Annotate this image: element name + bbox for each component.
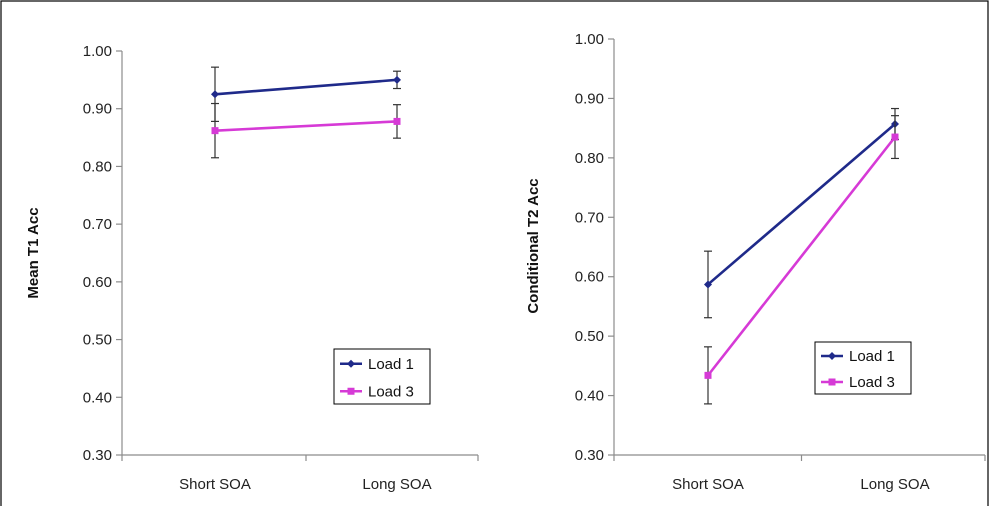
legend-marker (828, 378, 836, 386)
data-point (704, 371, 712, 379)
x-tick-label: Short SOA (179, 476, 251, 493)
legend-label: Load 1 (849, 348, 895, 365)
y-tick-label: 0.30 (83, 447, 112, 464)
legend-label: Load 3 (368, 383, 414, 400)
y-tick-label: 0.90 (83, 101, 112, 118)
y-axis-label: Mean T1 Acc (25, 207, 42, 298)
y-tick-label: 0.70 (83, 216, 112, 233)
y-tick-label: 0.80 (575, 150, 604, 167)
y-axis-label: Conditional T2 Acc (525, 178, 542, 313)
series-line-load-1 (707, 122, 896, 286)
data-point (704, 280, 712, 289)
chart-right: 0.30 0.40 0.50 0.60 0.70 0.80 0.90 1.00 Short SO… (525, 31, 986, 493)
data-point (891, 133, 899, 141)
y-tick-label: 0.50 (83, 332, 112, 349)
legend-box (814, 341, 912, 395)
legend-marker (828, 352, 836, 360)
data-point (393, 75, 401, 84)
y-tick-label: 0.70 (575, 209, 604, 226)
legend: Load 1 Load 3 (814, 341, 912, 395)
legend-marker (347, 387, 355, 395)
y-tick-label: 0.80 (83, 158, 112, 175)
legend-marker (347, 359, 355, 368)
series-line-load-3 (214, 120, 398, 132)
y-tick-label: 0.40 (83, 389, 112, 406)
series-line-load-1 (214, 78, 398, 96)
y-tick-label: 1.00 (575, 31, 604, 48)
series-line-load-3 (706, 136, 897, 377)
y-tick-label: 0.40 (575, 388, 604, 405)
y-tick-label: 0.60 (83, 274, 112, 291)
legend: Load 1 Load 3 (333, 348, 431, 405)
chart-left: 0.30 0.40 0.50 0.60 0.70 0.80 0.90 1.00 Short SO… (25, 43, 479, 493)
data-point (393, 117, 401, 125)
y-tick-label: 0.90 (575, 90, 604, 107)
y-tick-label: 0.50 (575, 328, 604, 345)
x-tick-label: Long SOA (860, 476, 929, 493)
x-tick-label: Long SOA (362, 476, 431, 493)
y-tick-label: 0.30 (575, 447, 604, 464)
data-point (211, 90, 219, 99)
y-tick-label: 0.60 (575, 269, 604, 286)
legend-label: Load 3 (849, 374, 895, 391)
y-tick-label: 1.00 (83, 43, 112, 60)
legend-box (333, 348, 431, 405)
data-point (211, 127, 219, 135)
legend-label: Load 1 (368, 356, 414, 373)
x-tick-label: Short SOA (672, 476, 744, 493)
